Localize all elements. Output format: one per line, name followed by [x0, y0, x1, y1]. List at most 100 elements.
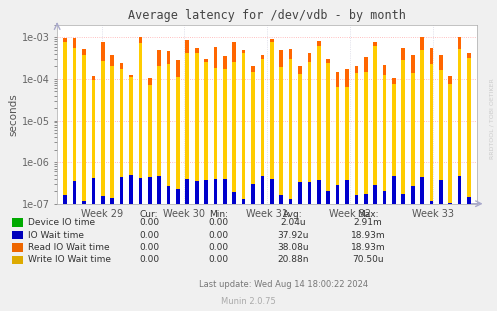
Bar [158, 95, 161, 311]
Bar [279, 195, 283, 311]
Text: 0.00: 0.00 [139, 231, 159, 239]
Bar [82, 49, 86, 311]
Bar [308, 182, 311, 311]
Bar [82, 55, 86, 311]
Title: Average latency for /dev/vdb - by month: Average latency for /dev/vdb - by month [128, 9, 406, 22]
Bar [120, 132, 123, 311]
Text: 70.50u: 70.50u [352, 256, 384, 264]
Bar [64, 42, 67, 311]
Bar [73, 96, 77, 311]
Bar [101, 116, 104, 311]
Bar [251, 184, 255, 311]
Bar [223, 100, 227, 311]
Bar [166, 105, 170, 311]
Bar [260, 95, 264, 311]
Bar [204, 180, 208, 311]
Bar [204, 59, 208, 311]
Bar [308, 53, 311, 311]
Bar [260, 55, 264, 311]
Bar [158, 66, 161, 311]
Bar [467, 197, 471, 311]
Text: Avg:: Avg: [283, 210, 303, 219]
Text: 0.00: 0.00 [139, 243, 159, 252]
Bar [383, 65, 386, 311]
Bar [317, 180, 321, 311]
Bar [270, 42, 274, 311]
Bar [345, 87, 349, 311]
Bar [354, 195, 358, 311]
Text: 0.00: 0.00 [139, 218, 159, 227]
Bar [233, 62, 236, 311]
Bar [430, 48, 433, 311]
Bar [148, 104, 152, 311]
Bar [373, 46, 377, 311]
Bar [420, 50, 424, 311]
Bar [73, 181, 77, 311]
Bar [251, 66, 255, 311]
Bar [223, 179, 227, 311]
Bar [139, 37, 142, 311]
Bar [308, 62, 311, 311]
Bar [158, 50, 161, 311]
Text: Munin 2.0.75: Munin 2.0.75 [221, 297, 276, 306]
Bar [392, 78, 396, 311]
Text: Cur:: Cur: [140, 210, 159, 219]
Bar [73, 48, 77, 311]
Text: IO Wait time: IO Wait time [28, 231, 84, 239]
Text: 18.93m: 18.93m [350, 243, 385, 252]
Bar [64, 38, 67, 311]
Bar [364, 194, 368, 311]
Bar [91, 146, 95, 311]
Bar [91, 178, 95, 311]
Bar [64, 195, 67, 311]
Bar [458, 49, 462, 311]
Bar [139, 125, 142, 311]
Bar [420, 92, 424, 311]
Text: 0.00: 0.00 [209, 231, 229, 239]
Bar [383, 75, 386, 311]
Bar [364, 57, 368, 311]
Bar [110, 55, 114, 311]
Bar [317, 41, 321, 311]
Bar [279, 67, 283, 311]
Bar [148, 85, 152, 311]
Bar [411, 73, 414, 311]
Bar [129, 107, 133, 311]
Bar [402, 60, 405, 311]
Bar [148, 178, 152, 311]
Bar [345, 180, 349, 311]
Bar [223, 56, 227, 311]
Bar [364, 72, 368, 311]
Text: Min:: Min: [209, 210, 228, 219]
Bar [185, 111, 189, 311]
Bar [354, 73, 358, 311]
Bar [166, 51, 170, 311]
Bar [336, 185, 339, 311]
Bar [176, 60, 180, 311]
Bar [223, 69, 227, 311]
Bar [101, 196, 104, 311]
Bar [91, 80, 95, 311]
Bar [439, 180, 443, 311]
Bar [298, 66, 302, 311]
Bar [402, 48, 405, 311]
Bar [420, 37, 424, 311]
Bar [448, 98, 452, 311]
Bar [467, 58, 471, 311]
Bar [129, 175, 133, 311]
Bar [110, 91, 114, 311]
Bar [166, 64, 170, 311]
Bar [148, 78, 152, 311]
Bar [411, 55, 414, 311]
Text: 37.92u: 37.92u [277, 231, 309, 239]
Text: 0.00: 0.00 [209, 243, 229, 252]
Bar [185, 40, 189, 311]
Bar [327, 63, 330, 311]
Bar [392, 85, 396, 311]
Bar [336, 98, 339, 311]
Bar [120, 69, 123, 311]
Bar [354, 100, 358, 311]
Bar [73, 38, 77, 311]
Bar [298, 182, 302, 311]
Bar [110, 66, 114, 311]
